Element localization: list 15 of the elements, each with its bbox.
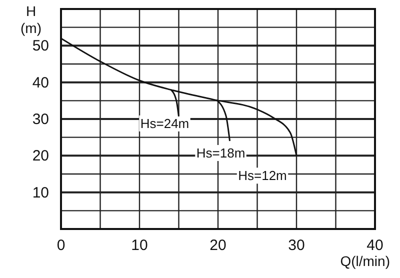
y-axis-title: H (m) [20,3,42,36]
series-label: Hs=12m [238,168,287,184]
y-tick-label: 40 [32,74,49,92]
x-tick-label: 10 [131,237,148,254]
y-tick-label: 10 [32,184,49,202]
y-tick-label: 50 [32,38,49,55]
series-label: Hs=18m [196,146,246,160]
x-tick-label: 0 [56,237,66,254]
x-tick-label: 30 [288,237,305,254]
x-tick-label: 20 [210,237,226,254]
y-tick-label: 20 [32,148,49,165]
x-tick-label: 40 [366,237,384,254]
y-tick-label: 30 [32,111,49,128]
series-label: Hs=24m [140,116,190,131]
x-axis-title: Q(l/min) [340,253,390,269]
